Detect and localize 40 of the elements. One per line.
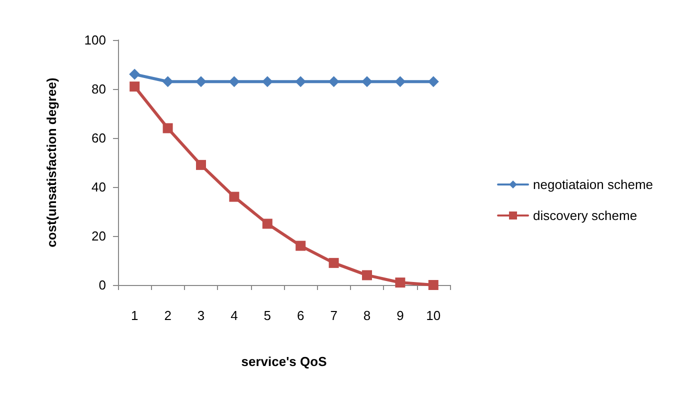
point [130,82,140,92]
point [129,68,140,80]
x-tick-label: 6 [296,308,304,323]
point [362,270,372,280]
point [196,160,206,170]
point [262,218,272,229]
point [162,76,174,88]
y-tick-label: 40 [92,180,106,194]
point [262,76,273,88]
y-tick-label: 20 [92,228,106,244]
point [394,76,406,88]
x-tick-label: 3 [197,308,205,323]
x-tick-label: 5 [264,308,272,323]
point [196,76,206,88]
x-tick-label: 4 [230,308,238,323]
y-tick-label: 60 [92,130,106,146]
x-tick-label: 9 [396,308,404,323]
point [362,76,372,88]
x-tick-label: 2 [164,308,172,323]
x-tick-label: 8 [363,308,371,323]
point [328,76,340,88]
legend-label: discovery scheme [533,208,638,223]
point [229,192,240,202]
legend-label: negotiataion scheme [533,177,654,192]
point [228,76,240,88]
x-axis-title: service's QoS [241,354,328,369]
y-axis-title: cost(unsatisfaction degree) [44,78,59,248]
y-tick-label: 100 [84,32,106,48]
x-tick-label: 1 [130,308,138,323]
point [162,123,173,134]
point [296,240,306,251]
point [295,76,306,88]
point [428,280,438,290]
y-tick-label: 0 [98,278,106,292]
y-tick-label: 80 [92,82,106,96]
point [395,278,406,288]
x-tick-label: 10 [426,308,441,323]
point [328,258,339,268]
x-tick-label: 7 [330,308,338,323]
point [428,76,439,88]
